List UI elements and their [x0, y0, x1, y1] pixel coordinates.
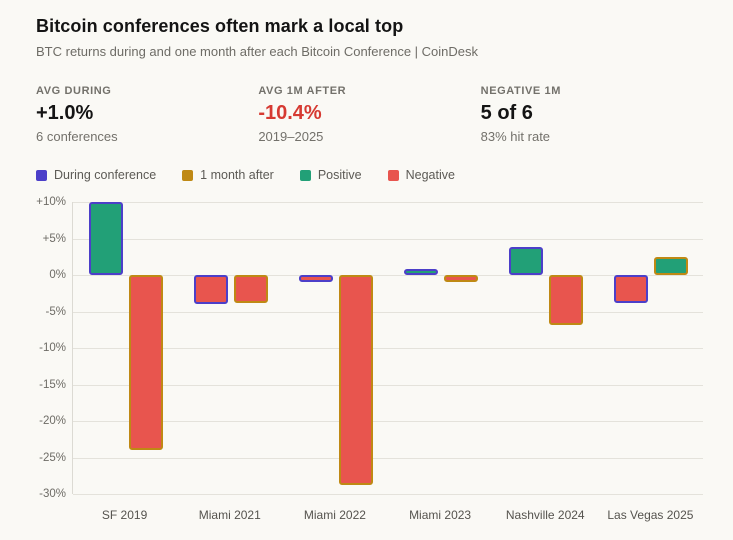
y-tick-label: -25% — [39, 451, 66, 464]
legend-swatch — [36, 169, 47, 181]
x-axis-label: Las Vegas 2025 — [607, 508, 694, 522]
bar-after — [233, 275, 268, 303]
stat-label: AVG 1M AFTER — [258, 85, 347, 97]
stat-avg-1m-after: AVG 1M AFTER -10.4% 2019–2025 — [258, 85, 480, 144]
gridline — [73, 275, 703, 276]
x-axis-label: Nashville 2024 — [505, 508, 585, 522]
legend-swatch — [387, 169, 399, 181]
y-tick-label: +5% — [42, 232, 66, 245]
y-tick-label: -5% — [45, 305, 66, 318]
y-tick-label: -15% — [39, 378, 66, 391]
legend-item-1m-after: 1 month after — [182, 168, 274, 182]
bar-after — [654, 257, 689, 275]
bar-after — [128, 275, 163, 451]
legend-label: 1 month after — [200, 168, 274, 182]
stat-value: +1.0% — [36, 102, 94, 124]
x-axis-label: Miami 2022 — [303, 508, 366, 522]
legend-item-negative: Negative — [387, 168, 455, 182]
legend-swatch — [299, 169, 311, 181]
bar-after — [444, 275, 479, 283]
gridline — [73, 384, 703, 386]
stat-value: -10.4% — [258, 102, 322, 124]
y-tick-label: -10% — [39, 342, 66, 354]
legend-label: Positive — [317, 168, 362, 182]
x-axis-label: Miami 2023 — [409, 508, 472, 522]
bar-during — [193, 275, 228, 305]
legend-item-positive: Positive — [299, 168, 362, 182]
bar-after — [338, 275, 373, 486]
stat-negative-1m: NEGATIVE 1M 5 of 6 83% hit rate — [481, 85, 703, 144]
stat-sub: 6 conferences — [36, 129, 118, 144]
y-tick-label: -30% — [39, 488, 66, 500]
page-subtitle: BTC returns during and one month after e… — [36, 44, 478, 59]
plot-area — [72, 202, 703, 495]
stat-avg-during: AVG DURING +1.0% 6 conferences — [36, 85, 258, 144]
chart-card: Bitcoin conferences often mark a local t… — [36, 16, 703, 528]
stat-sub: 2019–2025 — [258, 129, 324, 144]
gridline — [73, 457, 703, 459]
stat-value: 5 of 6 — [480, 102, 533, 124]
y-tick-label: +10% — [36, 196, 66, 208]
legend-swatch — [182, 169, 194, 181]
gridline — [73, 238, 703, 240]
gridline — [73, 202, 703, 203]
stat-sub: 83% hit rate — [480, 129, 551, 144]
legend-label: Negative — [405, 168, 455, 182]
gridline — [73, 421, 703, 422]
chart: +10% +5% 0% -5% -10% -15% -20% -25% -30% SF 2019 M… — [36, 196, 703, 528]
gridline — [73, 494, 703, 495]
gridline — [73, 348, 703, 349]
legend-label: During conference — [54, 168, 157, 182]
bar-during — [298, 275, 333, 283]
bar-after — [549, 275, 584, 325]
bar-during — [404, 269, 439, 275]
stat-label: NEGATIVE 1M — [480, 85, 562, 97]
x-axis-label: SF 2019 — [101, 508, 148, 522]
bar-during — [509, 247, 544, 275]
bar-during — [88, 202, 123, 275]
legend-item-during: During conference — [36, 168, 156, 182]
y-tick-label: 0% — [49, 269, 66, 281]
legend: During conference 1 month after Positive… — [36, 168, 703, 182]
gridline — [73, 311, 703, 313]
x-axis-label: Miami 2021 — [198, 508, 261, 522]
stat-label: AVG DURING — [36, 85, 112, 97]
stats-row: AVG DURING +1.0% 6 conferences AVG 1M AF… — [36, 85, 703, 144]
y-tick-label: -20% — [39, 415, 66, 427]
bar-during — [614, 275, 649, 304]
page-title: Bitcoin conferences often mark a local t… — [36, 16, 404, 36]
